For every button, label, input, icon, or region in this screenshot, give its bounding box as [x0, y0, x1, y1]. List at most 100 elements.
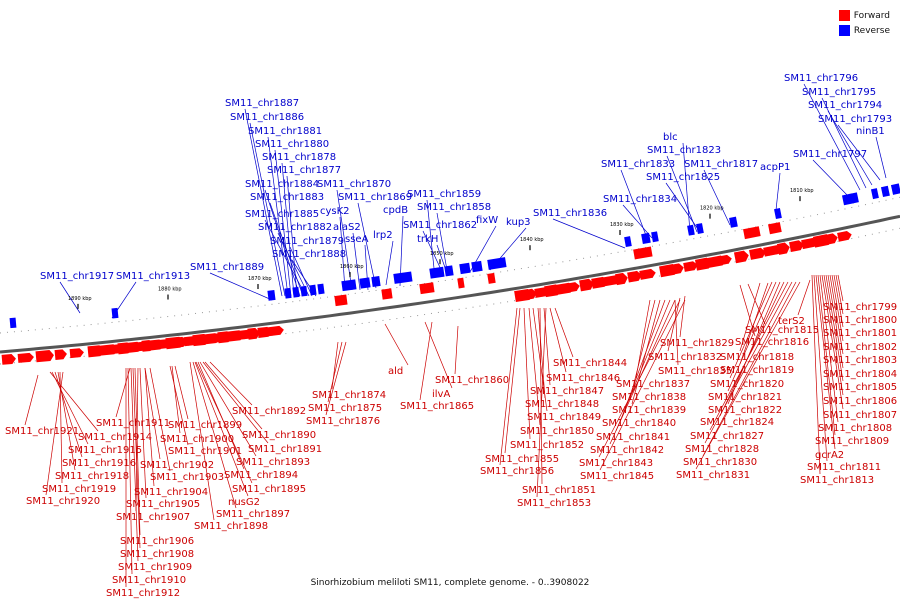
kbp-ticks: 1810 kbp 1820 kbp 1830 kbp 1840 kbp 1850 kbp…: [68, 188, 814, 309]
leader-line: [199, 361, 257, 457]
leader-line: [209, 361, 253, 406]
gene-label: SM11_chr1824: [700, 417, 774, 428]
gene-label: ilvA: [432, 389, 450, 400]
leader-line: [24, 374, 39, 426]
leader-line: [532, 307, 548, 412]
leader-line: [523, 307, 531, 440]
kbp-tick-label: 1810 kbp: [790, 188, 814, 194]
gene-label: SM11_chr1825: [646, 172, 720, 183]
gene-label: SM11_chr1840: [602, 418, 676, 429]
gene-label: SM11_chr1799: [823, 302, 897, 313]
gene-label: SM11_chr1847: [530, 386, 604, 397]
leader-line: [554, 307, 574, 358]
gene-label: SM11_chr1817: [684, 159, 758, 170]
backbone-line: [0, 214, 900, 354]
gene-label: SM11_chr1809: [815, 436, 889, 447]
gene-label: SM11_chr1915: [68, 445, 142, 456]
gene-label: SM11_chr1912: [106, 588, 180, 599]
forward-gene-arrow: [591, 276, 608, 289]
leader-line: [543, 307, 551, 386]
gene-label: SM11_chr1813: [800, 475, 874, 486]
gene-label: SM11_chr1895: [232, 484, 306, 495]
leader-line: [819, 274, 839, 423]
reverse-gene-block: [696, 223, 704, 234]
reverse-gene-block: [687, 224, 695, 236]
leader-line: [49, 371, 99, 432]
leader-line: [536, 307, 547, 498]
forward-gene-arrow: [694, 257, 712, 271]
leader-line: [45, 371, 64, 496]
reverse-gene-block: [317, 283, 325, 295]
gene-label: SM11_chr1820: [710, 379, 784, 390]
reverse-gene-block: [9, 317, 17, 329]
leader-line: [115, 367, 131, 418]
forward-gene-block: [487, 272, 496, 284]
forward-gene-arrow: [579, 278, 594, 292]
leader-lines: [24, 83, 887, 587]
genome-backbone: [0, 196, 900, 365]
leader-line: [357, 202, 377, 289]
reverse-gene-block: [841, 193, 854, 206]
gene-label: SM11_chr1816: [735, 337, 809, 348]
caption: Sinorhizobium meliloti SM11, complete ge…: [310, 578, 590, 588]
gene-label: SM11_chr1793: [818, 114, 892, 125]
gene-label: SM11_chr1818: [720, 352, 794, 363]
reverse-gene-block: [359, 277, 371, 289]
leader-line: [130, 367, 139, 562]
leader-line: [803, 83, 861, 191]
leader-line: [528, 307, 541, 426]
leader-line: [598, 299, 681, 458]
leader-line: [552, 218, 626, 249]
gene-label: acpP1: [760, 162, 790, 173]
leader-line: [274, 149, 292, 297]
gene-label: SM11_chr1883: [250, 192, 324, 203]
forward-gene-arrow: [247, 327, 260, 340]
leader-line: [127, 367, 133, 575]
reverse-gene-block: [371, 275, 381, 287]
forward-gene-arrow: [35, 350, 54, 363]
gene-label: SM11_chr1885: [245, 209, 319, 220]
gene-label: SM11_chr1821: [708, 392, 782, 403]
gene-label: SM11_chr1918: [55, 471, 129, 482]
gene-label: SM11_chr1846: [546, 373, 620, 384]
gene-label: SM11_chr1900: [160, 434, 234, 445]
leader-line: [622, 204, 653, 239]
gene-label: SM11_chr1892: [232, 406, 306, 417]
gene-label: SM11_chr1795: [802, 87, 876, 98]
leader-line: [835, 274, 844, 315]
gene-label: SM11_chr1899: [168, 420, 242, 431]
gene-label: SM11_chr1903: [150, 472, 224, 483]
leader-line: [827, 110, 873, 186]
gene-label: SM11_chr1880: [255, 139, 329, 150]
reverse-gene-block: [429, 266, 445, 279]
gene-label: SM11_chr1881: [248, 126, 322, 137]
gene-label: SM11_chr1828: [685, 444, 759, 455]
gene-label: SM11_chr1807: [823, 410, 897, 421]
leader-line: [615, 299, 671, 432]
gene-label: SM11_chr1921: [5, 426, 79, 437]
leader-line: [325, 341, 347, 416]
gene-label: SM11_chr1919: [42, 484, 116, 495]
kbp-tick-label: 1850 kbp: [430, 251, 454, 257]
gene-label: SM11_chr1894: [224, 470, 298, 481]
gene-label: SM11_chr1855: [485, 454, 559, 465]
kbp-tick-label: 1830 kbp: [610, 222, 634, 228]
leader-line: [537, 307, 546, 399]
leader-line: [747, 283, 766, 325]
forward-gene-block: [334, 294, 348, 307]
leader-line: [817, 274, 836, 436]
gene-label: SM11_chr1865: [400, 401, 474, 412]
leader-line: [837, 124, 881, 181]
gene-label: SM11_chr1890: [242, 430, 316, 441]
leader-line: [667, 297, 681, 352]
leader-line: [51, 371, 89, 445]
leader-line: [729, 281, 773, 379]
legend-reverse: Reverse: [838, 23, 890, 38]
leader-line: [875, 136, 887, 179]
gene-label: SM11_chr1916: [62, 458, 136, 469]
gene-label: SM11_chr1794: [808, 100, 882, 111]
forward-gene-arrow: [17, 352, 34, 363]
forward-gene-arrow: [639, 268, 656, 280]
leader-line: [385, 240, 394, 286]
